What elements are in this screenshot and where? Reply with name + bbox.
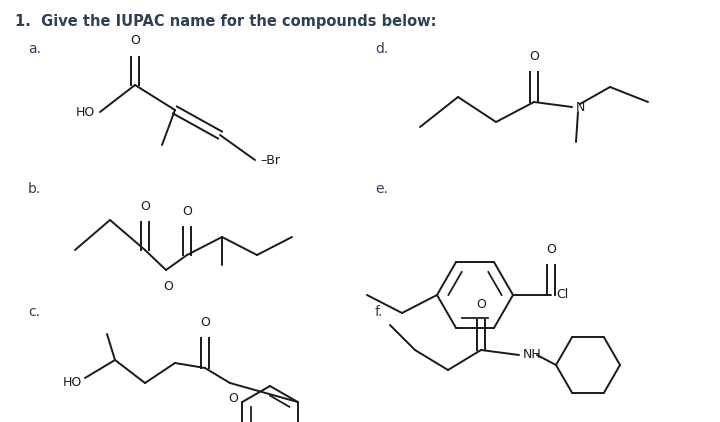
Text: HO: HO [63, 376, 82, 390]
Text: O: O [130, 34, 140, 47]
Text: c.: c. [28, 305, 40, 319]
Text: O: O [476, 298, 486, 311]
Text: O: O [140, 200, 150, 213]
Text: O: O [182, 205, 192, 218]
Text: b.: b. [28, 182, 41, 196]
Text: Cl: Cl [556, 289, 568, 301]
Text: a.: a. [28, 42, 41, 56]
Text: HO: HO [76, 106, 95, 119]
Text: 1.  Give the IUPAC name for the compounds below:: 1. Give the IUPAC name for the compounds… [15, 14, 436, 29]
Text: O: O [546, 243, 556, 256]
Text: NH: NH [523, 349, 541, 362]
Text: O: O [529, 50, 539, 63]
Text: f.: f. [375, 305, 383, 319]
Text: O: O [200, 316, 210, 329]
Text: O: O [228, 392, 238, 405]
Text: N: N [576, 100, 585, 114]
Text: O: O [163, 280, 173, 293]
Text: e.: e. [375, 182, 388, 196]
Text: –Br: –Br [260, 154, 280, 167]
Text: d.: d. [375, 42, 388, 56]
